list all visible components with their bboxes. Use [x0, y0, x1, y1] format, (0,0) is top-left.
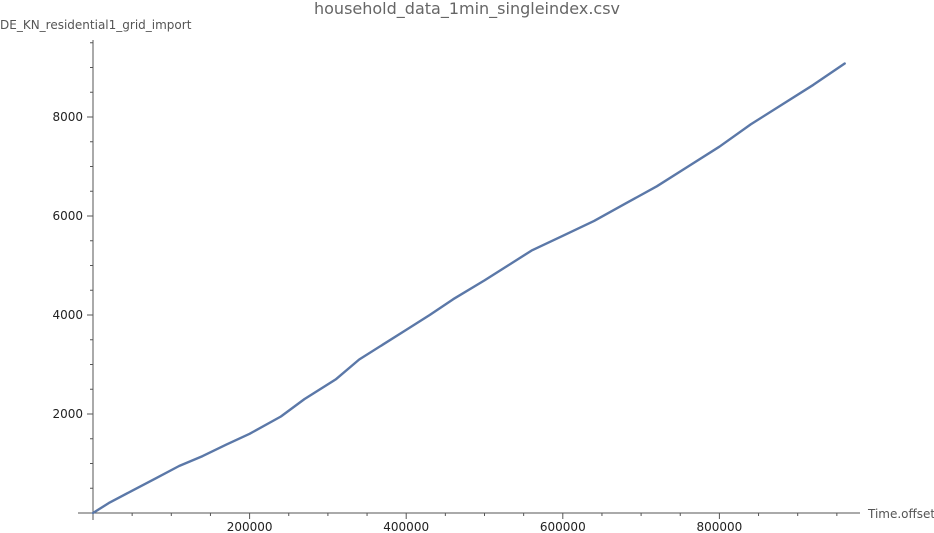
y-tick-label: 6000	[52, 209, 83, 223]
axis-ticks	[87, 42, 838, 519]
y-tick-label: 2000	[52, 407, 83, 421]
x-axis-label: Time.offset	[867, 507, 934, 521]
axis-tick-labels: 200000 400000 600000 800000 2000 4000 6000 8000	[52, 110, 742, 533]
y-axis-label: DE_KN_residential1_grid_import	[0, 18, 192, 32]
y-tick-label: 8000	[52, 110, 83, 124]
y-tick-label: 4000	[52, 308, 83, 322]
chart-title: household_data_1min_singleindex.csv	[314, 0, 620, 19]
series-line	[91, 62, 846, 515]
x-tick-label: 400000	[383, 520, 429, 533]
x-tick-label: 600000	[540, 520, 586, 533]
chart-series	[91, 62, 846, 515]
x-tick-label: 800000	[696, 520, 742, 533]
x-tick-label: 200000	[227, 520, 273, 533]
